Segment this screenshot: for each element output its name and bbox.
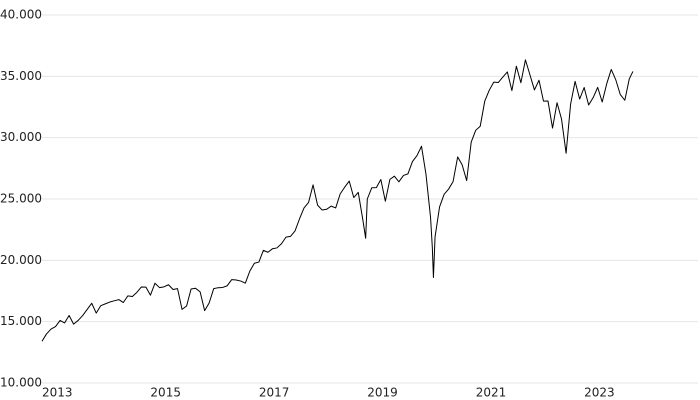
y-tick-label: 15.000: [0, 314, 42, 328]
price-line: [41, 59, 634, 342]
x-tick-label: 2019: [367, 386, 398, 400]
x-tick-label: 2023: [584, 386, 615, 400]
y-tick-label: 35.000: [0, 69, 42, 83]
y-tick-label: 10.000: [0, 376, 42, 390]
x-tick-label: 2017: [259, 386, 290, 400]
y-tick-label: 20.000: [0, 253, 42, 267]
y-tick-label: 25.000: [0, 192, 42, 206]
x-tick-label: 2021: [476, 386, 507, 400]
x-tick-label: 2015: [150, 386, 181, 400]
x-tick-label: 2013: [42, 386, 73, 400]
y-tick-label: 30.000: [0, 130, 42, 144]
y-tick-label: 40.000: [0, 8, 42, 22]
